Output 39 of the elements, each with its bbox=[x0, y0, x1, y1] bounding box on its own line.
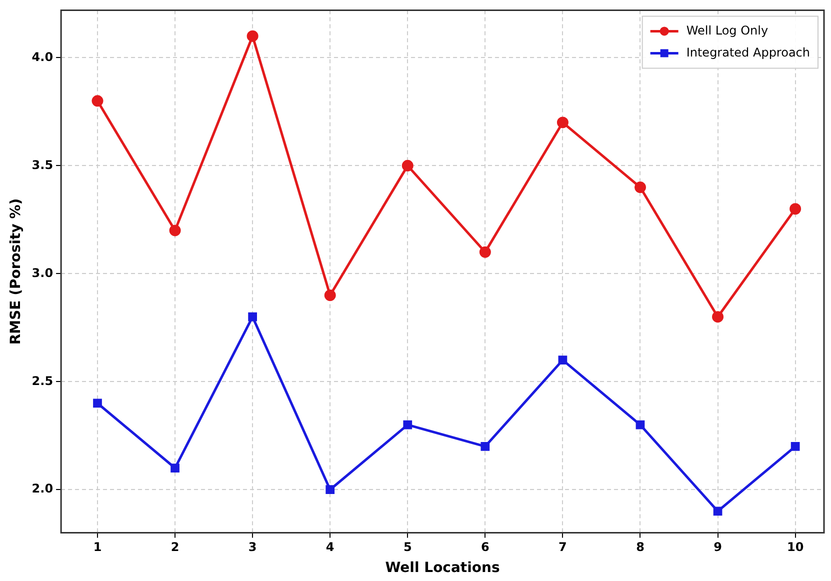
point bbox=[712, 311, 724, 323]
point bbox=[403, 420, 412, 430]
point bbox=[170, 464, 180, 472]
legend-label: Well Log Only bbox=[686, 23, 768, 38]
x-tick-label: 5 bbox=[403, 540, 412, 554]
x-tick-label: 10 bbox=[786, 540, 804, 554]
x-axis-title: Well Locations bbox=[385, 560, 500, 576]
point bbox=[92, 95, 104, 107]
point bbox=[480, 442, 490, 451]
point bbox=[169, 224, 181, 236]
y-tick-label: 4.0 bbox=[32, 50, 54, 64]
point bbox=[326, 485, 335, 494]
point bbox=[479, 246, 491, 258]
point bbox=[402, 160, 414, 172]
point bbox=[556, 116, 568, 128]
x-tick-label: 8 bbox=[636, 540, 644, 554]
point bbox=[713, 506, 722, 516]
x-tick-label: 4 bbox=[326, 540, 334, 554]
point bbox=[558, 356, 568, 364]
legend-label: Integrated Approach bbox=[686, 45, 810, 60]
y-tick-label: 2.5 bbox=[32, 374, 54, 388]
y-tick-label: 2.0 bbox=[32, 482, 54, 496]
point bbox=[248, 312, 257, 322]
x-tick-label: 6 bbox=[480, 540, 490, 554]
point bbox=[246, 30, 258, 42]
point bbox=[636, 420, 645, 430]
x-tick-label: 9 bbox=[714, 540, 722, 554]
point bbox=[790, 203, 802, 215]
point bbox=[93, 398, 102, 408]
x-tick-label: 3 bbox=[248, 540, 257, 554]
x-tick-label: 7 bbox=[558, 540, 567, 554]
point bbox=[634, 182, 646, 194]
x-tick-label: 1 bbox=[93, 540, 102, 554]
x-tick-label: 2 bbox=[170, 540, 180, 554]
y-axis-title: RMSE (Porosity %) bbox=[8, 198, 24, 345]
y-tick-label: 3.0 bbox=[32, 266, 54, 280]
point bbox=[790, 442, 800, 451]
point bbox=[324, 290, 336, 302]
y-tick-label: 3.5 bbox=[32, 158, 54, 172]
